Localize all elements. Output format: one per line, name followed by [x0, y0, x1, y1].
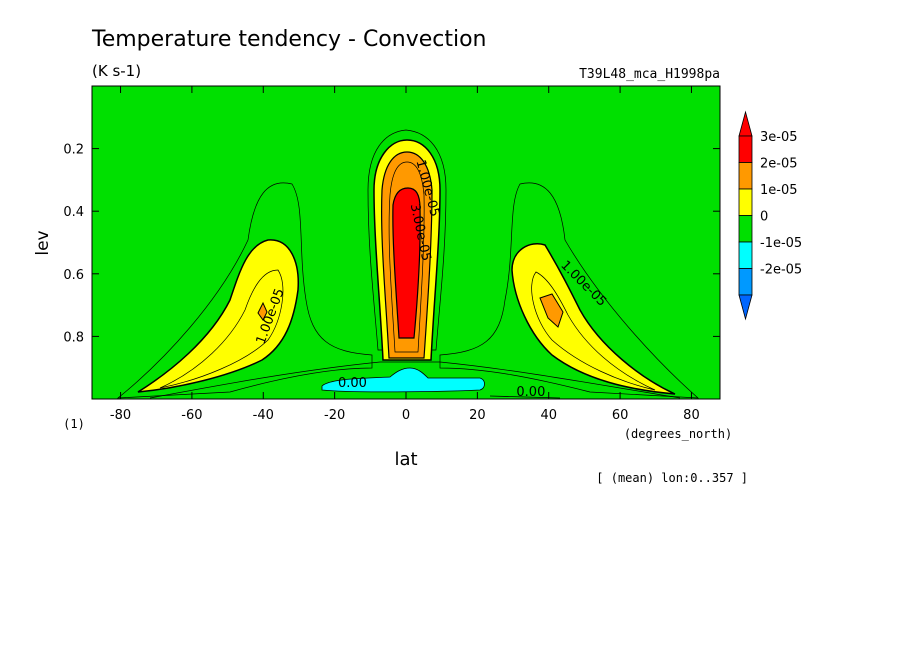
- contour-label: 0.00: [516, 385, 545, 400]
- colorbar-box: [738, 268, 753, 296]
- chart-title: Temperature tendency - Convection: [91, 27, 487, 52]
- x-tick-label: -60: [181, 408, 202, 423]
- y-tick-label: 0.8: [63, 330, 84, 345]
- y-tick-label: 0.2: [63, 143, 84, 158]
- x-tick-label: 20: [469, 408, 486, 423]
- left-yellow-inner-line: [159, 269, 284, 389]
- colorbar-label: 1e-05: [760, 183, 798, 198]
- colorbar-box: [738, 162, 753, 190]
- center-orange-inner-line: [388, 161, 425, 353]
- colorbar-box: [738, 188, 753, 216]
- x-tick-label: -20: [324, 408, 345, 423]
- contour-line-outer-right: [439, 182, 699, 399]
- y-axis: 0.2 0.4 0.6 0.8: [63, 143, 720, 345]
- colorbar-box: [738, 241, 753, 269]
- x-axis-label: lat: [394, 449, 417, 470]
- colorbar-label: -1e-05: [760, 236, 802, 251]
- contour-label: 0.00: [338, 376, 367, 391]
- left-orange-spot: [257, 301, 268, 321]
- colorbar-label: 2e-05: [760, 157, 798, 172]
- run-label: T39L48_mca_H1998pa: [579, 67, 720, 82]
- center-red: [392, 187, 421, 339]
- center-outer-line: [367, 129, 447, 351]
- colorbar-label: -2e-05: [760, 263, 802, 278]
- right-yellow-inner-line: [531, 271, 656, 391]
- x-axis-unit: (degrees_north): [624, 427, 732, 441]
- right-yellow-lobe: [511, 243, 676, 395]
- x-axis: -80 -60 -40 -20 0 20 40 60 80: [110, 86, 700, 423]
- colorbar-top-triangle: [738, 110, 753, 137]
- right-orange-spot: [539, 293, 564, 328]
- colorbar-label: 3e-05: [760, 130, 798, 145]
- x-tick-label: 60: [612, 408, 629, 423]
- x-tick-label: -80: [110, 408, 131, 423]
- x-tick-label: -40: [253, 408, 274, 423]
- x-tick-label: 80: [683, 408, 700, 423]
- contour-fills: [116, 129, 699, 399]
- y-axis-label: lev: [33, 230, 53, 255]
- colorbar-label: 0: [760, 210, 768, 225]
- cyan-region: [321, 367, 485, 393]
- chart-units: (K s-1): [92, 62, 141, 80]
- contour-line-outer-left: [116, 182, 373, 399]
- left-yellow-lobe: [137, 239, 299, 393]
- y-tick-label: 0.4: [63, 205, 84, 220]
- y-axis-unit: (1): [63, 417, 85, 431]
- y-tick-label: 0.6: [63, 268, 84, 283]
- footnote: [ (mean) lon:0..357 ]: [596, 471, 748, 485]
- colorbar: 3e-05 2e-05 1e-05 0 -1e-05 -2e-05: [738, 110, 802, 321]
- contour-line-low: [149, 361, 681, 399]
- colorbar-box: [738, 215, 753, 243]
- x-tick-label: 40: [540, 408, 557, 423]
- x-tick-label: 0: [402, 408, 410, 423]
- colorbar-bottom-triangle: [738, 294, 753, 321]
- colorbar-box: [738, 135, 753, 163]
